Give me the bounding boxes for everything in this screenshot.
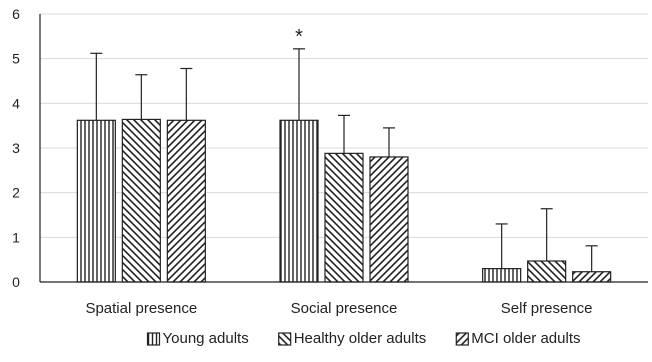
y-tick-label-1: 1 [12,229,20,245]
legend-label-young-adults: Young adults [163,330,249,347]
legend-item-healthy-older-adults: Healthy older adults [278,330,427,347]
axes [39,14,648,283]
significance-marker: * [295,26,303,48]
y-tick-label-3: 3 [12,140,20,156]
bar-spatial-presence-young-adults [76,119,116,283]
y-tick-label-2: 2 [12,185,20,201]
y-tick-label-4: 4 [12,95,20,111]
bar-spatial-presence-healthy-older-adults [121,118,161,283]
bar-spatial-presence-mci-older-adults [166,119,206,283]
bar-self-presence-mci-older-adults [572,271,612,283]
category-label-spatial-presence: Spatial presence [85,300,197,317]
legend: Young adults Healthy older adults MCI olde… [146,330,581,347]
y-tick-label-0: 0 [12,274,20,290]
legend-swatch-young-adults [146,332,161,346]
y-axis-ticks: 0 1 2 3 4 5 6 [12,6,20,290]
legend-item-mci-older-adults: MCI older adults [455,330,581,347]
legend-label-mci-older-adults: MCI older adults [471,330,580,347]
y-tick-label-6: 6 [12,6,20,22]
bar-social-presence-young-adults [279,119,319,283]
bar-self-presence-young-adults [482,268,522,283]
legend-item-young-adults: Young adults [146,330,249,347]
category-label-self-presence: Self presence [501,300,593,317]
bar-self-presence-healthy-older-adults [527,260,567,283]
category-label-social-presence: Social presence [291,300,398,317]
bar-social-presence-healthy-older-adults [324,152,364,283]
error-bars [90,48,598,272]
y-tick-label-5: 5 [12,51,20,67]
x-axis-labels: Spatial presence Social presence Self pres… [85,300,592,317]
legend-swatch-healthy-older-adults [278,332,292,346]
bar-social-presence-mci-older-adults [369,156,409,283]
annotations: * [295,26,303,48]
legend-label-healthy-older-adults: Healthy older adults [294,330,427,347]
legend-swatch-mci-older-adults [455,332,469,346]
